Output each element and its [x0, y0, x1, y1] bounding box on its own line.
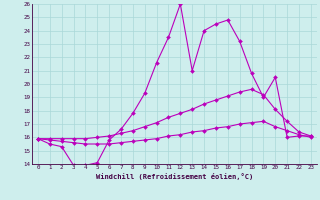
X-axis label: Windchill (Refroidissement éolien,°C): Windchill (Refroidissement éolien,°C)	[96, 173, 253, 180]
